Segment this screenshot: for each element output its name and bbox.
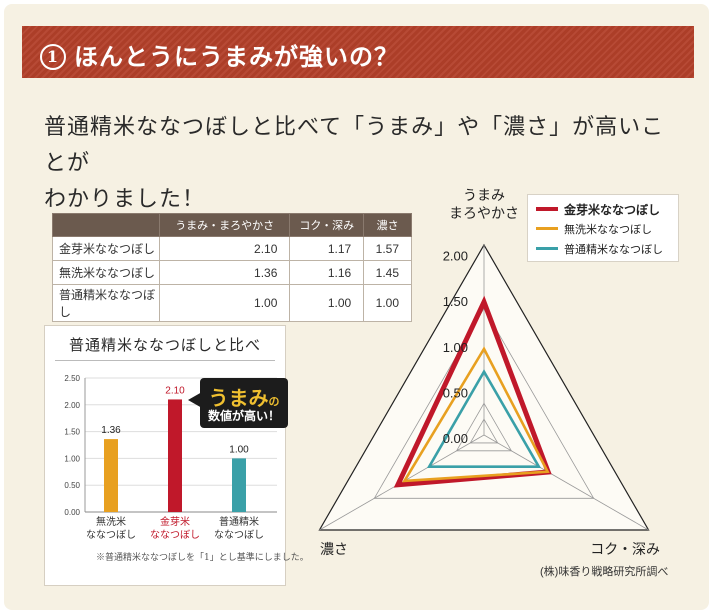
callout-big-text: うまみ bbox=[208, 386, 269, 410]
bar-value-label: 2.10 bbox=[165, 385, 185, 396]
bar-category-label: ななつぼし bbox=[86, 529, 136, 541]
bar-category-label: 普通精米 bbox=[219, 515, 259, 528]
radar-axis-label: 濃さ bbox=[320, 541, 348, 557]
table-header-umami: うまみ・まろやかさ bbox=[158, 213, 291, 237]
bar-category-label: 無洗米 bbox=[96, 515, 126, 528]
row-label: 普通精米ななつぼし bbox=[52, 284, 160, 322]
bar-y-tick-label: 0.50 bbox=[64, 481, 80, 490]
lead-line-1: 普通精米ななつぼしと比べて「うまみ」や「濃さ」が高いことが bbox=[44, 115, 665, 176]
page: 1 ほんとうにうまみが強いの？ 普通精米ななつぼしと比べて「うまみ」や「濃さ」が高… bbox=[4, 4, 709, 610]
radar-tick-label: 0.00 bbox=[443, 431, 468, 446]
radar-series-line bbox=[393, 295, 552, 488]
banner-title-text: ほんとうにうまみが強いの？ bbox=[74, 42, 399, 71]
banner-number-badge: 1 bbox=[40, 44, 66, 70]
bar-chart-note: ※普通精米ななつぼしを「1」とし基準にしました。 bbox=[96, 553, 309, 563]
legend-label: 無洗米ななつぼし bbox=[564, 224, 652, 236]
radar-grid bbox=[469, 418, 499, 444]
title-banner: 1 ほんとうにうまみが強いの？ bbox=[22, 26, 694, 78]
row-label: 無洗米ななつぼし bbox=[52, 260, 160, 285]
bar-category-label: ななつぼし bbox=[214, 529, 264, 541]
row-label: 金芽米ななつぼし bbox=[52, 236, 160, 261]
bar-y-tick-label: 0.00 bbox=[64, 508, 80, 517]
bar-chart: 0.000.501.001.502.002.501.36無洗米ななつぼし2.10… bbox=[64, 374, 277, 541]
legend-label: 金芽米ななつぼし bbox=[564, 203, 661, 217]
bar-category-label: 金芽米 bbox=[160, 515, 190, 528]
legend-swatch bbox=[536, 227, 558, 230]
bar-y-tick-label: 1.00 bbox=[64, 454, 80, 463]
radar-legend: 金芽米ななつぼし 無洗米ななつぼし 普通精米ななつぼし bbox=[527, 194, 679, 262]
comparison-table: うまみ・まろやかさ コク・深み 濃さ 金芽米ななつぼし 2.10 1.17 1.… bbox=[52, 213, 412, 322]
bar-value-label: 1.00 bbox=[229, 444, 249, 455]
radar-tick-label: 2.00 bbox=[443, 249, 468, 264]
table-header-kosa: 濃さ bbox=[363, 213, 412, 237]
bar-y-tick-label: 2.00 bbox=[64, 401, 80, 410]
table-header-koku: コク・深み bbox=[289, 213, 365, 237]
radar-tick-label: 0.50 bbox=[443, 385, 468, 400]
table-row: 普通精米ななつぼし 1.00 1.00 1.00 bbox=[52, 284, 412, 322]
cell-value: 1.00 bbox=[363, 284, 412, 322]
umami-callout: うまみの 数値が高い！ bbox=[200, 378, 288, 428]
callout-small-text: の bbox=[268, 395, 280, 408]
bar-chart-title-divider bbox=[55, 360, 275, 361]
bar-y-tick-label: 2.50 bbox=[64, 374, 80, 383]
table-header-corner bbox=[52, 213, 160, 237]
bar-mark bbox=[232, 458, 246, 512]
callout-line-1: うまみの bbox=[200, 382, 288, 411]
radar-axis-label: うまみ bbox=[463, 187, 505, 203]
bar-mark bbox=[168, 399, 182, 512]
cell-value: 1.00 bbox=[289, 284, 365, 322]
table-row: 無洗米ななつぼし 1.36 1.16 1.45 bbox=[52, 260, 412, 285]
bar-category-label: ななつぼし bbox=[150, 529, 200, 541]
radar-spoke bbox=[483, 434, 649, 531]
cell-value: 1.36 bbox=[158, 260, 291, 285]
radar-series-line bbox=[426, 369, 542, 468]
radar-series-line bbox=[402, 346, 550, 483]
bar-chart-panel: 普通精米ななつぼしと比べ 0.00 0.50 1.00 1.50 2.00 2.50 1.3… bbox=[44, 325, 286, 586]
radar-axis-label: まろやかさ bbox=[449, 205, 519, 221]
cell-value: 2.10 bbox=[158, 236, 291, 261]
source-credit: (株)味香り戦略研究所調べ bbox=[540, 566, 669, 578]
bar-value-label: 1.36 bbox=[101, 425, 121, 436]
callout-line-2: 数値が高い！ bbox=[207, 409, 280, 423]
banner-title: 1 ほんとうにうまみが強いの？ bbox=[40, 37, 399, 72]
table-row: 金芽米ななつぼし 2.10 1.17 1.57 bbox=[52, 236, 412, 261]
radar-axis-label: コク・深み bbox=[590, 541, 660, 557]
lead-text: 普通精米ななつぼしと比べて「うまみ」や「濃さ」が高いことが わかりました！ bbox=[44, 110, 684, 218]
callout-tail bbox=[188, 392, 202, 408]
radar-tick-label: 1.50 bbox=[443, 294, 468, 309]
table-header-row: うまみ・まろやかさ コク・深み 濃さ bbox=[52, 213, 412, 237]
radar-grid bbox=[373, 307, 595, 499]
lead-line-2: わかりました！ bbox=[44, 187, 206, 212]
bar-mark bbox=[104, 439, 118, 512]
bar-chart-title: 普通精米ななつぼしと比べ bbox=[68, 336, 261, 354]
radar-grid bbox=[455, 402, 513, 452]
legend-swatch bbox=[536, 247, 558, 250]
radar-tick-label: 1.00 bbox=[443, 340, 468, 355]
legend-swatch bbox=[536, 207, 558, 211]
bar-y-tick-label: 1.50 bbox=[64, 428, 80, 437]
legend-label: 普通精米ななつぼし bbox=[564, 244, 663, 256]
cell-value: 1.00 bbox=[158, 284, 291, 322]
